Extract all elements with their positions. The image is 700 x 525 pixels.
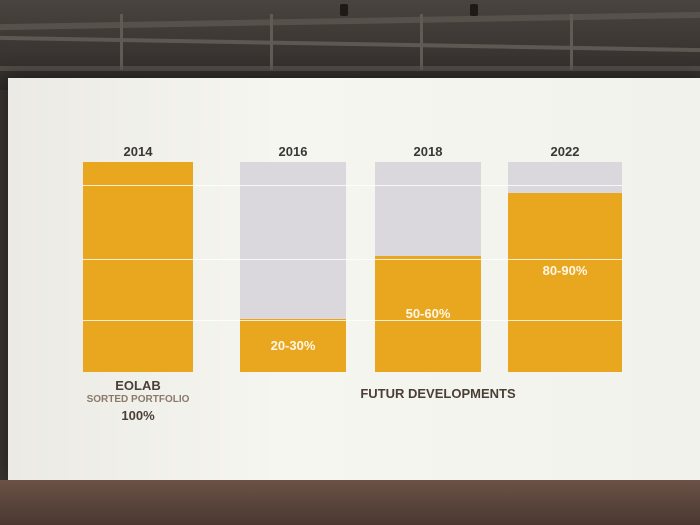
- stage-lamp: [340, 4, 348, 16]
- year-label-2016: 2016: [278, 144, 308, 159]
- bar-value-label-2016: 20-30%: [270, 337, 316, 353]
- bar-track-2014: [83, 162, 193, 372]
- guide-line: [83, 259, 622, 260]
- year-label-2022: 2022: [550, 144, 580, 159]
- guide-line: [83, 185, 622, 186]
- future-developments-label: FUTUR DEVELOPMENTS: [360, 386, 516, 401]
- truss-strut: [270, 14, 273, 70]
- bar-track-2022: 80-90%: [508, 162, 622, 372]
- floor: [0, 480, 700, 525]
- ceiling-truss: [0, 11, 700, 31]
- year-label-2018: 2018: [413, 144, 443, 159]
- bar-2014: [83, 162, 193, 372]
- bar-2018: [375, 256, 481, 372]
- ceiling-truss: [0, 66, 700, 71]
- projection-screen: 2014 2016 20-30% 2018 50-60% 2022 80-90% EOLAB…: [8, 78, 700, 480]
- bar-2022: [508, 193, 622, 372]
- truss-strut: [570, 14, 573, 70]
- eolab-label: EOLAB: [115, 378, 161, 393]
- bar-track-2016: 20-30%: [240, 162, 346, 372]
- year-label-2014: 2014: [123, 144, 153, 159]
- bar-2016: [240, 319, 346, 372]
- truss-strut: [120, 14, 123, 70]
- guide-line: [83, 320, 622, 321]
- truss-strut: [420, 14, 423, 70]
- sorted-portfolio-label: SORTED PORTFOLIO: [86, 394, 190, 405]
- bar-value-label-2018: 50-60%: [405, 306, 451, 321]
- ceiling: [0, 0, 700, 90]
- ceiling-truss: [0, 35, 700, 53]
- stage-lamp: [470, 4, 478, 16]
- bar-track-2018: 50-60%: [375, 162, 481, 372]
- eolab-percentage: 100%: [121, 408, 155, 423]
- bar-chart: 2014 2016 20-30% 2018 50-60% 2022 80-90%: [8, 78, 700, 480]
- bar-value-label-2022: 80-90%: [542, 263, 588, 278]
